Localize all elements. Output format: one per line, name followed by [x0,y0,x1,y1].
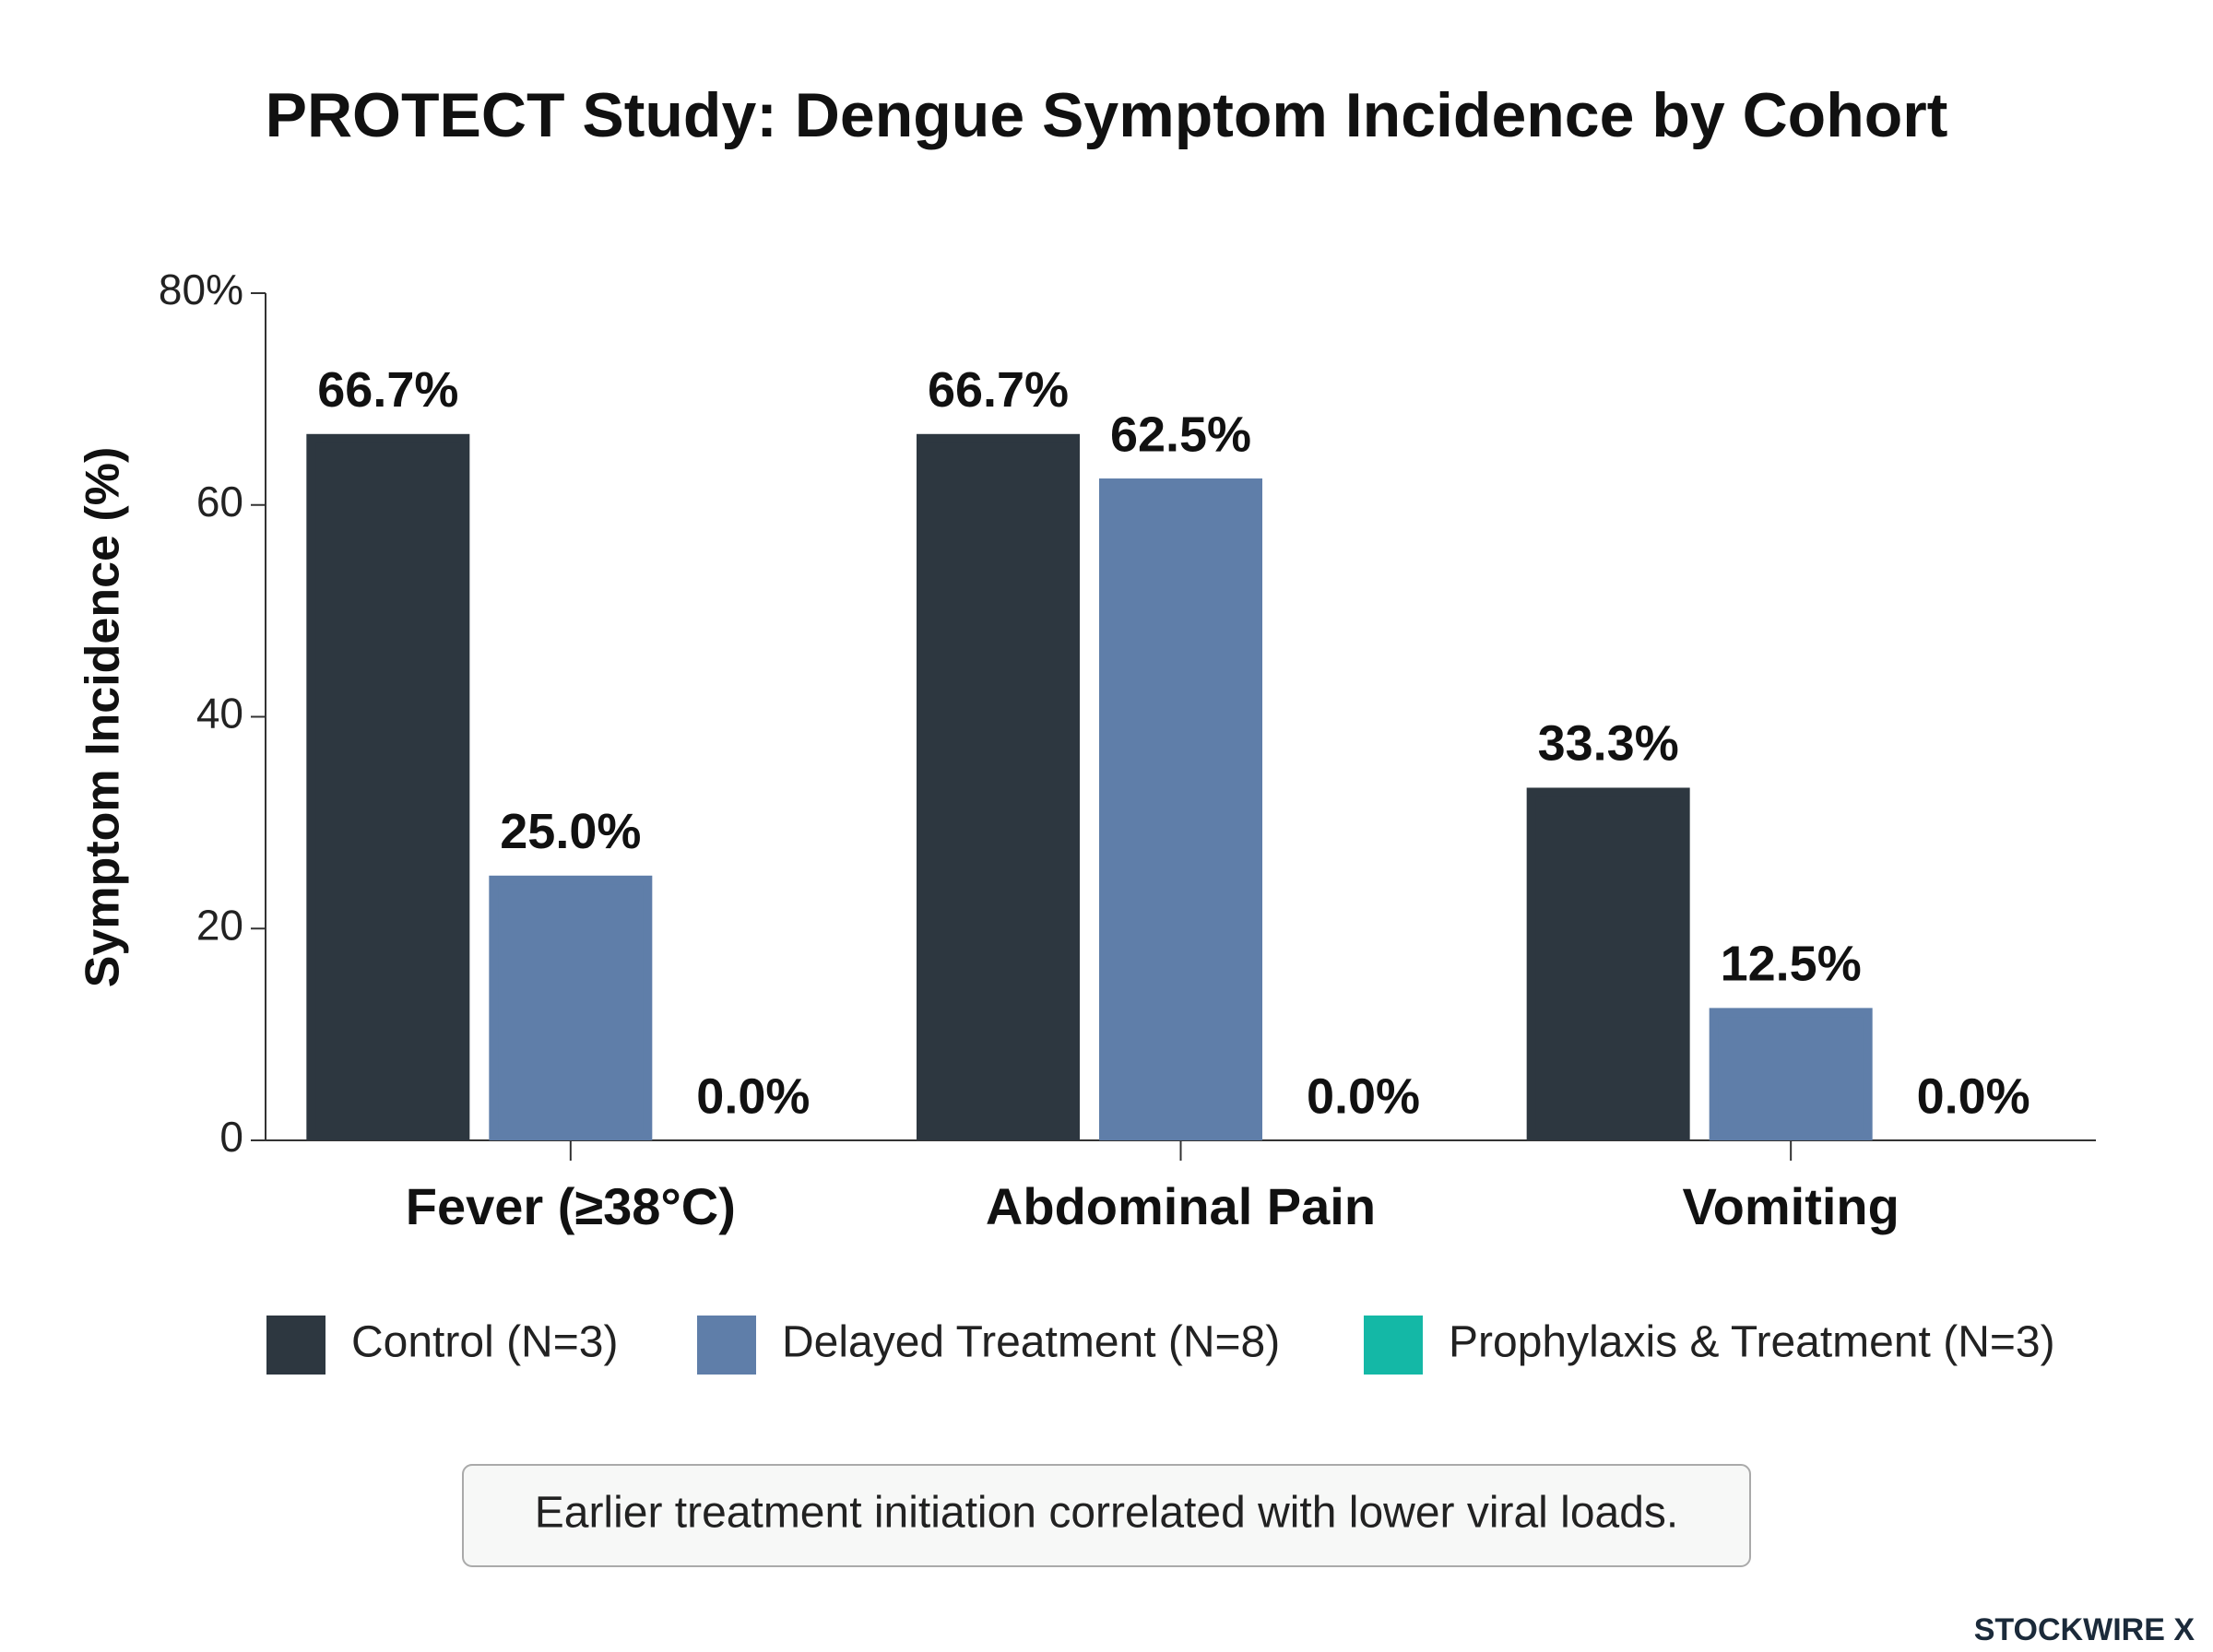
legend-label: Control (N=3) [351,1318,618,1367]
bar [489,875,653,1140]
legend-swatch [266,1316,325,1375]
annotation: Earlier treatment initiation correlated … [535,1489,1679,1538]
y-tick-label: 60 [196,478,243,525]
legend-label: Prophylaxis & Treatment (N=3) [1449,1318,2055,1367]
x-tick-label: Fever (≥38°C) [406,1177,736,1235]
watermark: STOCKWIRE X [1974,1612,2195,1647]
annotation-box [462,1464,1751,1567]
value-label: 25.0% [500,804,641,859]
y-tick-label: 80% [159,266,243,313]
legend-label: Delayed Treatment (N=8) [782,1318,1280,1367]
chart-title: PROTECT Study: Dengue Symptom Incidence … [266,80,1948,150]
y-tick-label: 20 [196,901,243,949]
x-tick-label: Abdominal Pain [986,1177,1376,1235]
bar [917,433,1080,1140]
legend-swatch [697,1316,756,1375]
y-tick-label: 0 [219,1113,243,1161]
value-label: 66.7% [317,362,458,418]
value-label: 0.0% [696,1068,810,1124]
value-label: 12.5% [1721,937,1862,992]
bar [1526,787,1690,1140]
y-tick-label: 40 [196,690,243,738]
bar [306,433,470,1140]
value-label: 0.0% [1917,1068,2030,1124]
y-axis-label: Symptom Incidence (%) [77,447,130,988]
bar [1099,478,1262,1140]
value-label: 66.7% [928,362,1069,418]
legend-swatch [1364,1316,1423,1375]
value-label: 0.0% [1307,1068,1420,1124]
value-label: 33.3% [1538,716,1679,772]
x-tick-label: Vomiting [1682,1177,1899,1235]
value-label: 62.5% [1110,407,1251,462]
bar [1709,1008,1873,1140]
